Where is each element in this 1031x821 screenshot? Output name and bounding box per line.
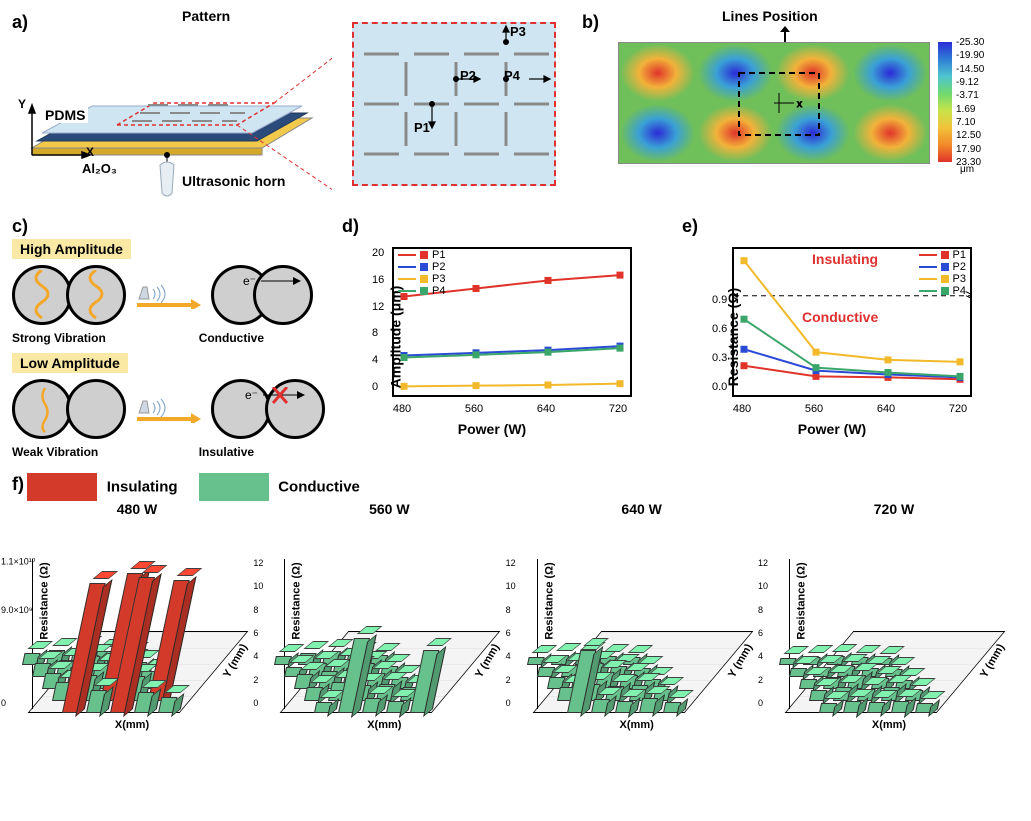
label-a: a) <box>12 12 28 32</box>
bar3d-row: 480 W0 9.0×10⁹1.1×10¹⁰Resistance (Ω)X(mm… <box>12 501 1019 727</box>
colorbar <box>938 42 952 162</box>
svg-text:e⁻: e⁻ <box>243 274 256 288</box>
horn-arrow-icon <box>135 393 201 426</box>
panel-a: a) Pattern <box>12 12 582 192</box>
high-amp-title: High Amplitude <box>12 239 131 259</box>
iso-schematic: PDMS Al₂O₃ Ultrasonic horn X Y <box>12 33 332 183</box>
con-swatch <box>199 473 269 501</box>
low-amp-row: e⁻ <box>12 379 342 439</box>
insulative-pair: e⁻ <box>211 379 325 439</box>
particle-icon <box>12 379 72 439</box>
weak-vib: Weak Vibration <box>12 445 132 459</box>
panel-b: b) Lines Position x <box>582 12 1002 192</box>
label-b: b) <box>582 12 599 32</box>
panel-c: c) High Amplitude e⁻ Strong Vibration Co… <box>12 216 342 459</box>
bar3d-chart: 0 9.0×10⁹1.1×10¹⁰Resistance (Ω)X(mm)Y (m… <box>12 517 252 727</box>
bar3d-title: 720 W <box>769 501 1019 517</box>
p1-label: P1 <box>414 120 430 135</box>
x-axis: X <box>86 145 94 159</box>
legend-item: P1 <box>398 249 445 261</box>
colorbar-tick: -19.90 <box>956 50 984 61</box>
colorbar-tick: -9.12 <box>956 77 979 88</box>
bar3d-chart: 024681012Resistance (Ω)X(mm)Y (mm) <box>769 517 1009 727</box>
p2-label: P2 <box>460 68 476 83</box>
al2o3-label: Al₂O₃ <box>82 161 117 176</box>
insulative-lbl: Insulative <box>199 445 254 459</box>
insulating-anno: Insulating <box>812 251 878 267</box>
bar3d-chart: 024681012Resistance (Ω)X(mm)Y (mm) <box>517 517 757 727</box>
pdms-label: PDMS <box>42 107 88 123</box>
bar3d-chart: 024681012Resistance (Ω)X(mm)Y (mm) <box>264 517 504 727</box>
ins-legend: Insulating <box>107 479 178 496</box>
high-amp-row: e⁻ <box>12 265 342 325</box>
label-c: c) <box>12 216 28 236</box>
colorbar-tick: -25.30 <box>956 37 984 48</box>
bar3d-title: 640 W <box>517 501 767 517</box>
ylabel-e: Resistance (Ω) <box>725 288 741 386</box>
xlabel-d: Power (W) <box>458 421 526 437</box>
svg-text:e⁻: e⁻ <box>245 388 258 402</box>
con-legend: Conductive <box>278 479 360 496</box>
ylabel-d: Amplitude (μm) <box>387 286 403 389</box>
chart-amplitude: Amplitude (μm) Power (W) 048121620480560… <box>342 237 642 437</box>
colorbar-tick: -3.71 <box>956 90 979 101</box>
bar3d-title: 560 W <box>264 501 514 517</box>
fem-colormap: x <box>618 42 930 164</box>
label-d: d) <box>342 216 359 236</box>
colorbar-tick: 17.90 <box>956 144 981 155</box>
legend-item: P4 <box>398 285 445 297</box>
p3-label: P3 <box>510 24 526 39</box>
zoom-inset: P1 P2 P3 P4 <box>352 22 556 186</box>
legend-item: P2 <box>398 261 445 273</box>
low-amp-title: Low Amplitude <box>12 353 128 373</box>
panel-f: f) Insulating Conductive 480 W0 9.0×10⁹1… <box>12 473 1019 727</box>
zoom-grid <box>354 24 554 184</box>
cbar-unit: μm <box>960 164 974 175</box>
legend-item: P3 <box>398 273 445 285</box>
pattern-title: Pattern <box>182 8 230 24</box>
label-f: f) <box>12 474 24 494</box>
colorbar-tick: 1.69 <box>956 104 975 115</box>
legend-item: P1 <box>919 249 966 261</box>
lines-pos-title: Lines Position <box>722 8 818 24</box>
strong-vib: Strong Vibration <box>12 331 132 345</box>
svg-text:x: x <box>797 99 802 110</box>
p4-label: P4 <box>504 68 520 83</box>
conductive-lbl: Conductive <box>199 331 264 345</box>
particle-icon <box>66 379 126 439</box>
particle-icon <box>12 265 72 325</box>
particle-icon <box>66 265 126 325</box>
horn-arrow-icon <box>135 279 201 312</box>
xlabel-e: Power (W) <box>798 421 866 437</box>
ins-swatch <box>27 473 97 501</box>
legend-item: P3 <box>919 273 966 285</box>
legend-item: P4 <box>919 285 966 297</box>
bar3d-title: 480 W <box>12 501 262 517</box>
legend-item: P2 <box>919 261 966 273</box>
colorbar-tick: -14.50 <box>956 64 984 75</box>
horn-label: Ultrasonic horn <box>182 173 285 189</box>
label-e: e) <box>682 216 698 236</box>
conductive-pair: e⁻ <box>211 265 313 325</box>
colorbar-tick: 12.50 <box>956 130 981 141</box>
colorbar-tick: 7.10 <box>956 117 975 128</box>
chart-resistance: Resistance (Ω) Power (W) Insulating Cond… <box>682 237 982 437</box>
y-axis: Y <box>18 97 26 111</box>
conductive-anno: Conductive <box>802 309 878 325</box>
